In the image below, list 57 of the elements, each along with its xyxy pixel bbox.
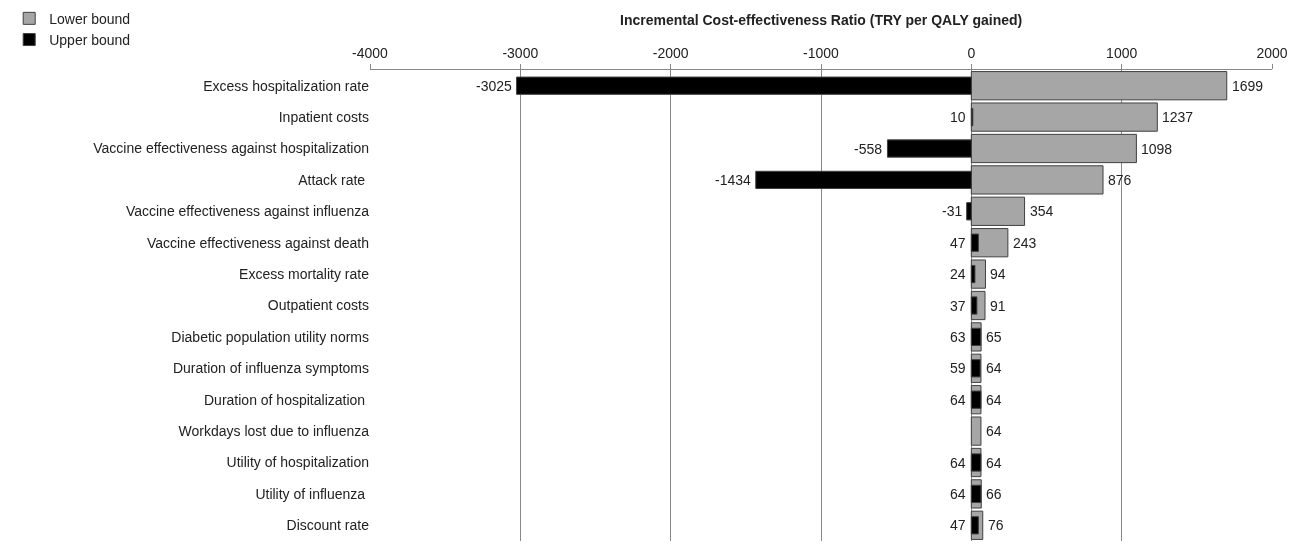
data-label: 64 [986, 360, 1002, 376]
data-label: 66 [986, 486, 1002, 502]
data-label: 10 [950, 109, 966, 125]
x-tick-label: 1000 [1106, 45, 1138, 62]
data-label: 65 [986, 329, 1002, 345]
data-label: 64 [986, 392, 1002, 408]
data-label: 1237 [1162, 109, 1194, 125]
y-tick-label: Outpatient costs [267, 297, 369, 314]
legend-label: Upper bound [49, 32, 131, 48]
x-tick-label: -3000 [502, 45, 539, 62]
data-label: 876 [1108, 172, 1132, 188]
data-label: -1434 [715, 172, 752, 188]
data-label: 37 [950, 298, 966, 314]
data-label: 243 [1013, 235, 1037, 251]
x-tick-label: 2000 [1256, 45, 1288, 62]
x-tick-label: -2000 [652, 45, 689, 62]
data-label: 63 [950, 329, 966, 345]
data-label: -31 [942, 203, 963, 219]
bar [970, 416, 982, 446]
y-tick-label: Discount rate [286, 517, 370, 534]
x-axis-title: Incremental Cost-effectiveness Ratio (TRY per QALY gained) [620, 12, 1023, 28]
x-tick-label: -1000 [803, 45, 840, 62]
y-tick-label: Duration of influenza symptoms [172, 360, 369, 377]
y-tick-label: Vaccine effectiveness against death [146, 234, 369, 251]
data-label: 47 [950, 517, 966, 533]
data-label: 91 [990, 298, 1006, 314]
data-label: -3025 [476, 78, 513, 94]
y-tick-label: Diabetic population utility norms [171, 328, 369, 345]
data-label: 94 [990, 266, 1006, 282]
data-label: 47 [950, 235, 966, 251]
x-tick-label: 0 [967, 45, 976, 62]
y-tick-label: Excess hospitalization rate [203, 77, 370, 94]
y-tick-label: Inpatient costs [278, 109, 369, 125]
data-label: 1699 [1232, 78, 1264, 94]
bar [970, 196, 1026, 226]
data-label: 64 [986, 423, 1002, 439]
y-tick-label: Vaccine effectiveness against influenza [125, 203, 370, 220]
y-tick-label: Excess mortality rate [239, 266, 370, 282]
y-tick-label: Vaccine effectiveness against hospitalization [93, 140, 369, 157]
bar [970, 102, 1158, 132]
data-label: 354 [1030, 203, 1054, 219]
y-tick-label: Workdays lost due to influenza [178, 423, 370, 439]
data-label: 76 [988, 517, 1004, 533]
x-tick-label: -4000 [352, 45, 389, 62]
data-label: 1098 [1141, 141, 1173, 157]
data-label: 64 [986, 455, 1002, 471]
data-label: -558 [854, 141, 883, 157]
data-label: 24 [950, 266, 966, 282]
data-label: 59 [950, 360, 966, 376]
data-label: 64 [950, 455, 966, 471]
legend-label: Lower bound [49, 10, 131, 27]
y-tick-label: Utility of influenza [255, 485, 369, 502]
y-tick-label: Duration of hospitalization [204, 391, 369, 408]
data-label: 64 [950, 392, 966, 408]
y-tick-label: Utility of hospitalization [226, 454, 369, 471]
data-label: 64 [950, 486, 966, 502]
y-tick-label: Attack rate [298, 171, 369, 188]
